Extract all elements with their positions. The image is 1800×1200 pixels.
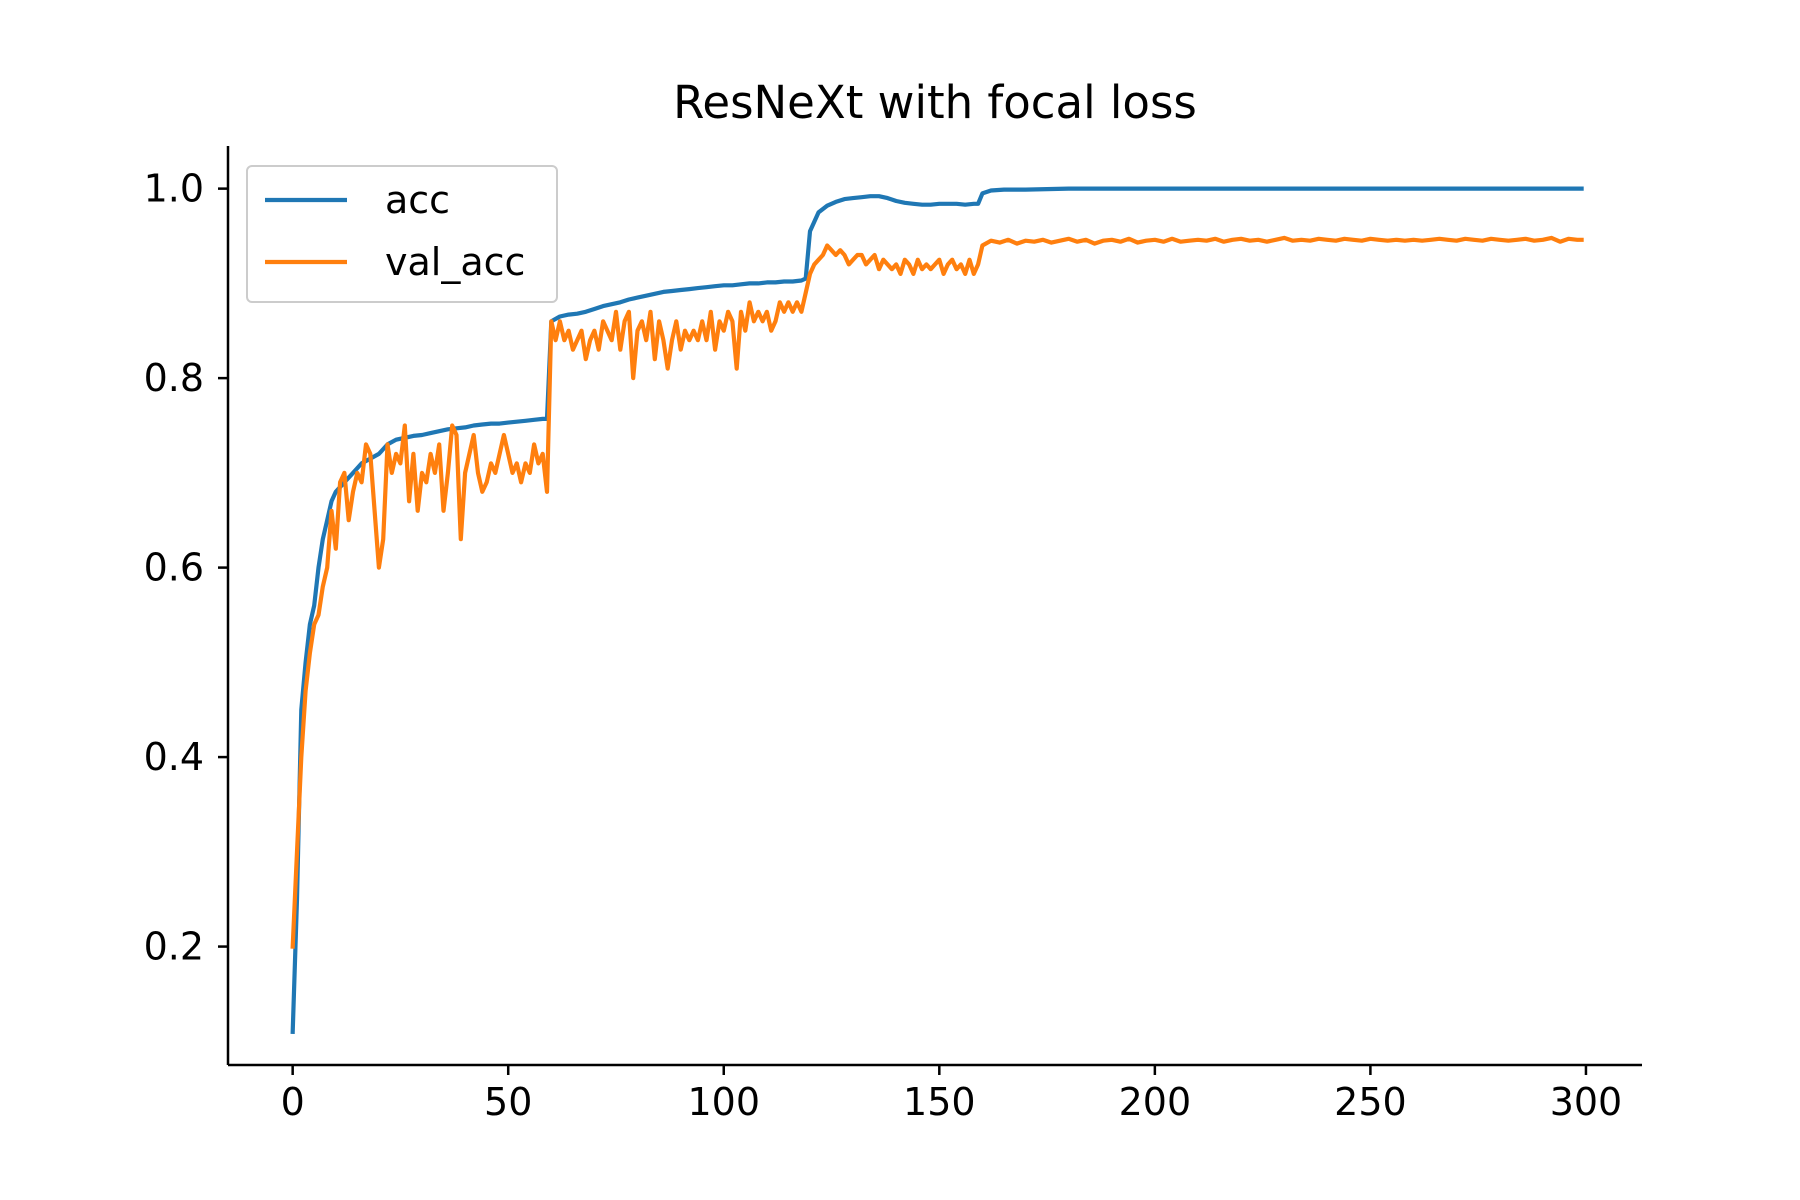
y-tick-label: 0.2 [144,925,204,969]
x-tick-label: 100 [687,1080,760,1124]
x-tick-label: 200 [1119,1080,1192,1124]
y-tick-label: 0.6 [144,546,204,590]
series-line-val-acc [290,235,1584,949]
x-tick-label: 300 [1550,1080,1623,1124]
x-tick-label: 250 [1334,1080,1407,1124]
y-tick-label: 0.8 [144,356,204,400]
x-tick-label: 50 [484,1080,532,1124]
ticks-layer: 0 50 100 150 200 250 300 0.2 0.4 0.6 0.8 1.0 [144,167,1623,1124]
legend-label-acc: acc [385,178,450,222]
axes-layer [226,146,1642,1067]
x-tick-label: 150 [903,1080,976,1124]
chart-title: ResNeXt with focal loss [673,76,1197,129]
series-layer [290,186,1584,1034]
x-tick-label: 0 [281,1080,305,1124]
y-tick-label: 0.4 [144,735,204,779]
legend-label-val-acc: val_acc [385,240,525,284]
y-tick-label: 1.0 [144,167,204,211]
legend: acc val_acc [246,165,558,303]
